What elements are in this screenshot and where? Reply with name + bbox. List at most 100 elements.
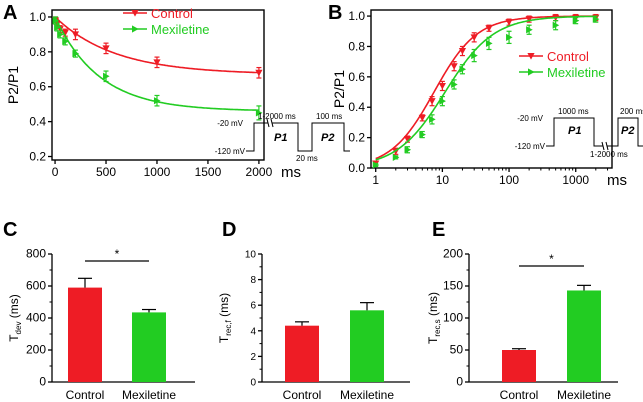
panel-b-mexiletine-point [372,161,380,169]
panel-e-bar-control [502,350,536,382]
panel-b-protocol-break-mark [605,141,609,151]
panel-a-mexiletine-point [54,23,61,32]
panel-a-protocol-p1-duration: 1-2000 ms [258,112,296,121]
panel-e-ytick-label: 150 [443,279,463,293]
panel-label-a: A [3,2,17,24]
panel-b-xunit: ms [607,172,627,189]
panel-d-ytick-label: 2 [250,352,256,363]
panel-d-ytick-label: 4 [250,326,256,337]
panel-d-bar-trecf: 0 2 4 6 8 10 Trec,f (ms) Control Mexiletine [217,250,410,402]
panel-b-control-point [525,16,533,23]
panel-d-bar-mexiletine [350,310,384,382]
panel-b-control-point [418,114,426,122]
panel-b-control-point [403,136,412,143]
panel-b-protocol-break-gap [603,143,607,149]
panel-b-xtick-label: 100 [499,173,519,187]
panel-a-protocol-break-mark [270,118,274,128]
panel-c-ytick-label: 0 [39,375,46,389]
panel-d-ytick-label: 8 [250,275,256,286]
panel-label-b: B [328,2,342,24]
panel-d-ytick-label: 6 [250,301,256,312]
panel-b-ytick-label: 0.2 [348,131,365,145]
panel-a-control-point [102,45,110,52]
panel-e-bar-trecs: 0 50 100 150 200 Trec,s (ms) Control Mexiletine… [426,247,618,402]
panel-c-ylabel: Tdev (ms) [7,294,23,342]
panel-a-protocol-trace [246,122,350,152]
panel-c-ytick-label: 800 [26,247,46,261]
panel-b-mexiletine-point [471,51,478,60]
panel-a-mexiletine-point [72,50,80,58]
panel-a-mexiletine-point [153,97,161,105]
panel-d-bar-control [285,325,319,382]
panel-c-ytick-label: 400 [26,311,46,325]
panel-d-ylabel-sub: rec,f [224,319,233,335]
panel-b-ytick-label: 0.4 [348,100,365,114]
panel-c-category-label: Control [66,388,105,402]
panel-e-category-label: Control [500,388,539,402]
panel-a-recovery-time-course: 0.2 0.4 0.6 0.8 1.0 0 500 1000 1500 2000 P2/P1 ms Co… [5,6,350,181]
panel-b-ytick-label: 0.0 [348,161,365,175]
panel-b-legend-label: Mexiletine [547,65,606,80]
panel-e-ytick-label: 0 [456,375,463,389]
panel-a-control-point [61,29,69,37]
panel-b-legend-label: Control [547,49,589,64]
panel-b-control-point [428,98,436,105]
panel-a-control-point [153,59,161,66]
panel-e-ylabel-sub: rec,s [433,319,442,336]
panel-c-significance-star: * [115,247,120,261]
panel-c-bar-mexiletine [132,312,166,382]
panel-b-protocol-p2-duration: 200 ms [620,107,643,116]
panel-b-control-point [470,34,478,41]
panel-a-control-point [71,31,80,39]
panel-b-protocol-p1-duration: 1000 ms [558,107,589,116]
panel-label-d: D [222,219,236,241]
panel-e-ytick-label: 200 [443,247,463,261]
panel-b-xtick-label: 1 [372,173,379,187]
panel-a-xunit: ms [281,164,301,181]
panel-b-mexiletine-point [451,80,458,89]
panel-a-frame [51,9,265,161]
panel-a-protocol-break-mark [266,118,270,128]
panel-b-mexiletine-point [429,115,436,123]
panel-a-xtick-label: 2000 [246,165,273,179]
panel-b-recovery-log: 0.0 0.2 0.4 0.6 0.8 1.0 1 10 100 1000 P2/P1 ms Contr… [331,9,643,189]
panel-a-ytick-label: 1.0 [29,10,46,24]
panel-b-ytick-label: 0.6 [348,70,365,84]
panel-a-ytick-label: 0.6 [29,80,46,94]
panel-d-ylabel: Trec,f (ms) [217,293,233,343]
panel-a-protocol-vstep: -20 mV [217,119,243,128]
panel-e-ytick-label: 50 [450,343,464,357]
panel-d-category-label: Mexiletine [340,388,394,402]
panel-b-control-fit-line [375,15,596,160]
panel-e-category-label: Mexiletine [557,388,611,402]
panel-b-protocol-inset: -20 mV -120 mV 1000 ms 200 ms 1-2000 ms P1 P2 [515,107,643,159]
panel-b-mexiletine-point [439,97,446,105]
panel-a-mexiletine-point [62,37,69,45]
panel-b-ytick-label: 1.0 [348,9,365,23]
panel-b-mexiletine-point [419,130,426,139]
panel-b-protocol-vhold: -120 mV [515,142,546,151]
panel-b-control-point [485,25,493,32]
panel-a-ytick-label: 0.2 [29,150,46,164]
panel-a-ytick-label: 0.4 [29,115,46,129]
panel-d-category-label: Control [283,388,322,402]
panel-c-ytick-label: 600 [26,279,46,293]
panel-a-mexiletine-point [103,72,110,80]
panel-a-protocol-inset: -20 mV -120 mV 1-2000 ms 100 ms 20 ms P1 P2 [215,112,350,163]
panel-c-bar-control [68,287,102,382]
panel-d-ylabel-main: T [217,335,231,343]
panel-e-ytick-label: 100 [443,311,463,325]
panel-b-frame [370,9,613,169]
panel-a-xtick-label: 1000 [144,165,171,179]
panel-a-protocol-break-gap [268,120,272,126]
panel-a-legend-label: Mexiletine [151,22,210,37]
panel-a-xtick-label: 500 [96,165,116,179]
panel-b-xtick-label: 10 [436,173,450,187]
panel-b-mexiletine-point [485,39,493,48]
panel-b-protocol-break-mark [601,141,605,151]
panel-b-control-point [438,82,446,90]
panel-b-mexiletine-point [506,33,513,41]
panel-a-mexiletine-point [255,109,263,117]
panel-b-mexiletine-point [404,146,412,154]
